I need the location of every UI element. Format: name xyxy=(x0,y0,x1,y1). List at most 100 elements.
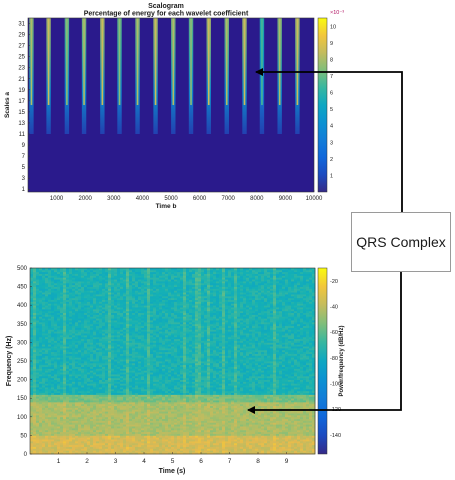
spectrogram-cell xyxy=(117,281,121,284)
spectrogram-cell xyxy=(87,422,91,425)
spectrogram-cell xyxy=(144,370,148,373)
spectrogram-cell xyxy=(81,385,85,388)
spectrogram-cell xyxy=(138,385,142,388)
spectrogram-cell xyxy=(84,305,88,308)
spectrogram-cell xyxy=(81,405,85,408)
spectrogram-cell xyxy=(96,320,100,323)
spectrogram-cell xyxy=(63,416,67,420)
spectrogram-cell xyxy=(132,307,136,310)
spectrogram-cell xyxy=(90,269,94,273)
spectrogram-cell xyxy=(42,385,46,388)
spectrogram-cell xyxy=(138,448,142,451)
spectrogram-cell xyxy=(96,321,100,325)
spectrogram-cell xyxy=(63,392,67,395)
spectrogram-cell xyxy=(150,392,154,395)
spectrogram-cell xyxy=(108,398,112,401)
spectrogram-cell xyxy=(66,312,70,315)
scalogram-colorbar-tick-label: 5 xyxy=(330,107,333,113)
spectrogram-cell xyxy=(36,303,40,306)
spectrogram-cell xyxy=(147,388,151,392)
spectrogram-cell xyxy=(45,314,49,317)
spectrogram-cell xyxy=(84,271,88,274)
spectrogram-cell xyxy=(75,353,79,356)
spectrogram-cell xyxy=(69,405,73,408)
spectrogram-cell xyxy=(39,361,43,364)
spectrogram-cell xyxy=(33,277,37,280)
spectrogram-cell xyxy=(36,450,40,453)
spectrogram-cell xyxy=(105,305,109,308)
spectrogram-cell xyxy=(117,342,121,345)
spectrogram-cell xyxy=(39,329,43,332)
spectrogram-cell xyxy=(39,411,43,414)
spectrogram-cell xyxy=(138,277,142,280)
spectrogram-cell xyxy=(105,435,109,438)
spectrogram-cell xyxy=(57,290,61,293)
spectrogram-cell xyxy=(159,299,163,302)
spectrogram-cell xyxy=(75,433,79,436)
spectrogram-cell xyxy=(87,310,91,314)
spectrogram-cell xyxy=(90,416,94,420)
spectrogram-cell xyxy=(132,403,136,407)
spectrogram-cell xyxy=(57,368,61,371)
spectrogram-cell xyxy=(72,435,76,438)
spectrogram-cell xyxy=(105,422,109,425)
spectrogram-cell xyxy=(90,383,94,386)
spectrogram-cell xyxy=(72,336,76,340)
spectrogram-cell xyxy=(87,364,91,367)
spectrogram-cell xyxy=(102,375,106,379)
spectrogram-cell xyxy=(150,344,154,347)
spectrogram-cell xyxy=(135,353,139,356)
spectrogram-cell xyxy=(141,331,145,334)
spectrogram-cell xyxy=(63,340,67,343)
spectrogram-cell xyxy=(78,413,82,416)
spectrogram-cell xyxy=(105,316,109,319)
spectrogram-cell xyxy=(39,366,43,369)
spectrogram-cell xyxy=(138,433,142,436)
spectrogram-cell xyxy=(147,374,151,377)
spectrogram-cell xyxy=(90,377,94,380)
spectrogram-cell xyxy=(60,414,64,418)
spectrogram-cell xyxy=(45,450,49,453)
spectrogram-cell xyxy=(63,431,67,434)
spectrogram-cell xyxy=(99,353,103,356)
spectrogram-cell xyxy=(33,440,37,444)
spectrogram-cell xyxy=(111,321,115,325)
spectrogram-cell xyxy=(63,409,67,412)
spectrogram-cell xyxy=(63,273,67,276)
scalogram-y-tick-label: 29 xyxy=(18,33,25,39)
spectrogram-cell xyxy=(63,338,67,341)
spectrogram-cell xyxy=(51,414,55,418)
spectrogram-cell xyxy=(159,349,163,353)
spectrogram-cell xyxy=(66,292,70,295)
spectrogram-cell xyxy=(111,334,115,338)
spectrogram-cell xyxy=(153,427,157,431)
spectrogram-cell xyxy=(48,435,52,438)
spectrogram-cell xyxy=(51,442,55,446)
spectrogram-cell xyxy=(114,320,118,323)
spectrogram-cell xyxy=(57,323,61,327)
spectrogram-cell xyxy=(45,340,49,343)
spectrogram-cell xyxy=(135,336,139,340)
spectrogram-cell xyxy=(105,427,109,431)
spectrogram-cell xyxy=(72,268,76,271)
spectrogram-cell xyxy=(51,409,55,412)
spectrogram-cell xyxy=(78,440,82,444)
spectrogram-cell xyxy=(144,392,148,395)
spectrogram-cell xyxy=(30,297,34,301)
spectrogram-cell xyxy=(63,349,67,353)
spectrogram-cell xyxy=(153,409,157,412)
spectrogram-cell xyxy=(39,398,43,401)
spectrogram-cell xyxy=(141,344,145,347)
spectrogram-cell xyxy=(135,433,139,436)
spectrogram-cell xyxy=(159,427,163,431)
spectrogram-cell xyxy=(111,426,115,429)
spectrogram-cell xyxy=(135,277,139,280)
spectrogram-cell xyxy=(135,351,139,354)
spectrogram-cell xyxy=(45,355,49,358)
spectrogram-cell xyxy=(66,400,70,403)
spectrogram-cell xyxy=(114,336,118,340)
spectrogram-cell xyxy=(114,362,118,366)
spectrogram-cell xyxy=(33,271,37,274)
spectrogram-cell xyxy=(81,310,85,314)
spectrogram-cell xyxy=(144,331,148,334)
